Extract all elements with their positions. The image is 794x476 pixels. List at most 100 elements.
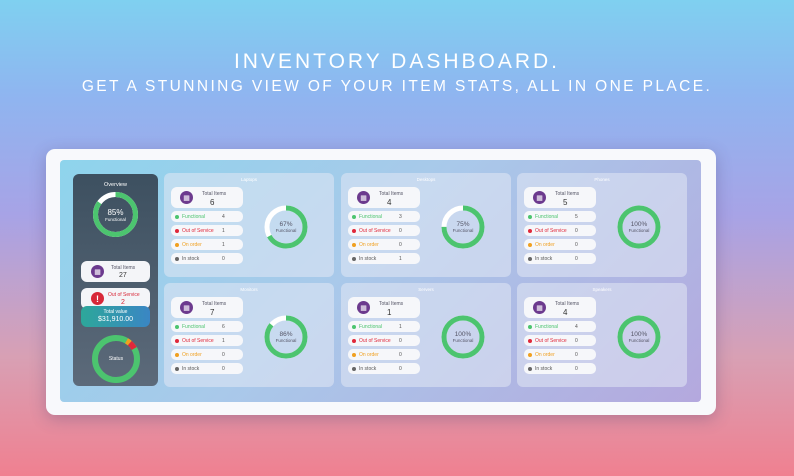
card-laptops[interactable]: Laptops ▦ Total Items 6 Functional 4 Out… bbox=[164, 173, 334, 277]
total-items-label: Total Items bbox=[111, 265, 136, 271]
stat-value: 1 bbox=[399, 324, 402, 330]
functional-dot-icon bbox=[352, 325, 356, 329]
stat-on-order: On order 0 bbox=[348, 239, 420, 250]
card-title: Monitors bbox=[240, 287, 258, 292]
on-order-dot-icon bbox=[352, 353, 356, 357]
ring-caption: Functional bbox=[275, 338, 297, 343]
stat-value: 0 bbox=[575, 366, 578, 372]
stat-label: On order bbox=[182, 352, 202, 358]
status-label: Status bbox=[108, 356, 124, 362]
functional-ring: 75% Functional bbox=[437, 201, 489, 253]
stat-label: On order bbox=[535, 242, 555, 248]
functional-ring: 86% Functional bbox=[260, 311, 312, 363]
ring-progress-arc bbox=[264, 205, 308, 249]
stat-label: On order bbox=[535, 352, 555, 358]
total-items-label: Total Items bbox=[202, 191, 227, 197]
card-title: Speakers bbox=[592, 287, 612, 292]
total-items-summary[interactable]: ▦ Total Items 27 bbox=[81, 261, 150, 282]
out-of-service-dot-icon bbox=[352, 339, 356, 343]
hero-subtitle: GET A STUNNING VIEW OF YOUR ITEM STATS, … bbox=[81, 78, 713, 95]
total-value-badge: Total value $31,910.00 bbox=[81, 306, 150, 327]
card-monitors[interactable]: Monitors ▦ Total Items 7 Functional 6 Ou… bbox=[164, 283, 334, 387]
stat-functional: Functional 5 bbox=[524, 211, 596, 222]
out-of-service-dot-icon bbox=[175, 229, 179, 233]
out-of-service-dot-icon bbox=[352, 229, 356, 233]
functional-ring: 100% Functional bbox=[613, 311, 665, 363]
status-ring: Status bbox=[91, 334, 141, 384]
stat-on-order: On order 0 bbox=[524, 349, 596, 360]
inventory-icon: ▦ bbox=[180, 191, 193, 204]
in-stock-dot-icon bbox=[175, 367, 179, 371]
stat-value: 0 bbox=[575, 242, 578, 248]
total-items-pill: ▦ Total Items 5 bbox=[524, 187, 596, 208]
stat-functional: Functional 6 bbox=[171, 321, 243, 332]
ring-progress-arc bbox=[93, 192, 138, 237]
status-functional-arc bbox=[92, 335, 140, 383]
card-servers[interactable]: Servers ▦ Total Items 1 Functional 1 Out… bbox=[341, 283, 511, 387]
ring-caption: Functional bbox=[275, 228, 297, 233]
stat-label: Out of Service bbox=[359, 338, 391, 344]
total-value-amount: $31,910.00 bbox=[97, 316, 134, 323]
stat-in-stock: In stock 0 bbox=[524, 363, 596, 374]
hero-title: INVENTORY DASHBOARD. bbox=[233, 50, 561, 73]
functional-ring-svg bbox=[441, 315, 485, 359]
stat-label: In stock bbox=[182, 256, 200, 262]
stat-on-order: On order 0 bbox=[524, 239, 596, 250]
on-order-dot-icon bbox=[528, 353, 532, 357]
functional-dot-icon bbox=[175, 215, 179, 219]
total-items-label: Total Items bbox=[555, 191, 580, 197]
stat-out-of-service: Out of Service 0 bbox=[348, 225, 420, 236]
stat-label: Functional bbox=[359, 214, 383, 220]
total-items-pill: ▦ Total Items 7 bbox=[171, 297, 243, 318]
ring-progress-arc bbox=[264, 315, 308, 359]
stat-label: In stock bbox=[182, 366, 200, 372]
total-items-pill: ▦ Total Items 6 bbox=[171, 187, 243, 208]
ring-caption: Functional bbox=[452, 338, 474, 343]
stat-label: In stock bbox=[535, 366, 553, 372]
status-on-order-arc bbox=[92, 335, 140, 383]
out-of-service-value: 2 bbox=[121, 299, 125, 306]
ring-percent: 100% bbox=[454, 331, 472, 338]
inventory-icon: ▦ bbox=[357, 301, 370, 314]
stat-out-of-service: Out of Service 0 bbox=[524, 335, 596, 346]
stat-value: 0 bbox=[222, 366, 225, 372]
stat-label: Out of Service bbox=[359, 228, 391, 234]
out-of-service-summary[interactable]: ! Out of Service 2 bbox=[81, 288, 150, 309]
stat-value: 0 bbox=[222, 352, 225, 358]
total-items-label: Total Items bbox=[379, 301, 404, 307]
stat-label: Out of Service bbox=[182, 338, 214, 344]
stat-value: 3 bbox=[399, 214, 402, 220]
stat-value: 0 bbox=[575, 352, 578, 358]
inventory-icon: ▦ bbox=[357, 191, 370, 204]
card-speakers[interactable]: Speakers ▦ Total Items 4 Functional 4 Ou… bbox=[517, 283, 687, 387]
inventory-icon: ▦ bbox=[91, 265, 104, 278]
stat-label: On order bbox=[182, 242, 202, 248]
card-desktops[interactable]: Desktops ▦ Total Items 4 Functional 3 Ou… bbox=[341, 173, 511, 277]
stat-label: In stock bbox=[359, 256, 377, 262]
functional-dot-icon bbox=[528, 215, 532, 219]
functional-dot-icon bbox=[528, 325, 532, 329]
ring-percent: 100% bbox=[630, 221, 648, 228]
functional-ring-svg bbox=[617, 205, 661, 249]
stat-out-of-service: Out of Service 1 bbox=[171, 335, 243, 346]
ring-caption: Functional bbox=[628, 228, 650, 233]
stat-on-order: On order 0 bbox=[171, 349, 243, 360]
inventory-icon: ▦ bbox=[180, 301, 193, 314]
stat-value: 1 bbox=[222, 338, 225, 344]
out-of-service-dot-icon bbox=[528, 339, 532, 343]
ring-percent: 100% bbox=[630, 331, 648, 338]
stat-label: On order bbox=[359, 242, 379, 248]
stat-label: On order bbox=[359, 352, 379, 358]
stat-label: Functional bbox=[535, 324, 559, 330]
stat-value: 0 bbox=[575, 338, 578, 344]
stat-out-of-service: Out of Service 0 bbox=[348, 335, 420, 346]
stat-label: Out of Service bbox=[182, 228, 214, 234]
card-phones[interactable]: Phones ▦ Total Items 5 Functional 5 Out … bbox=[517, 173, 687, 277]
inventory-icon: ▦ bbox=[533, 301, 546, 314]
dashboard-screen: Overview 85% Functional ▦ Total Items 27… bbox=[60, 160, 701, 402]
ring-progress-arc bbox=[441, 205, 485, 249]
total-items-value: 5 bbox=[563, 198, 568, 207]
stat-in-stock: In stock 0 bbox=[524, 253, 596, 264]
card-title: Laptops bbox=[240, 177, 257, 182]
stat-in-stock: In stock 1 bbox=[348, 253, 420, 264]
